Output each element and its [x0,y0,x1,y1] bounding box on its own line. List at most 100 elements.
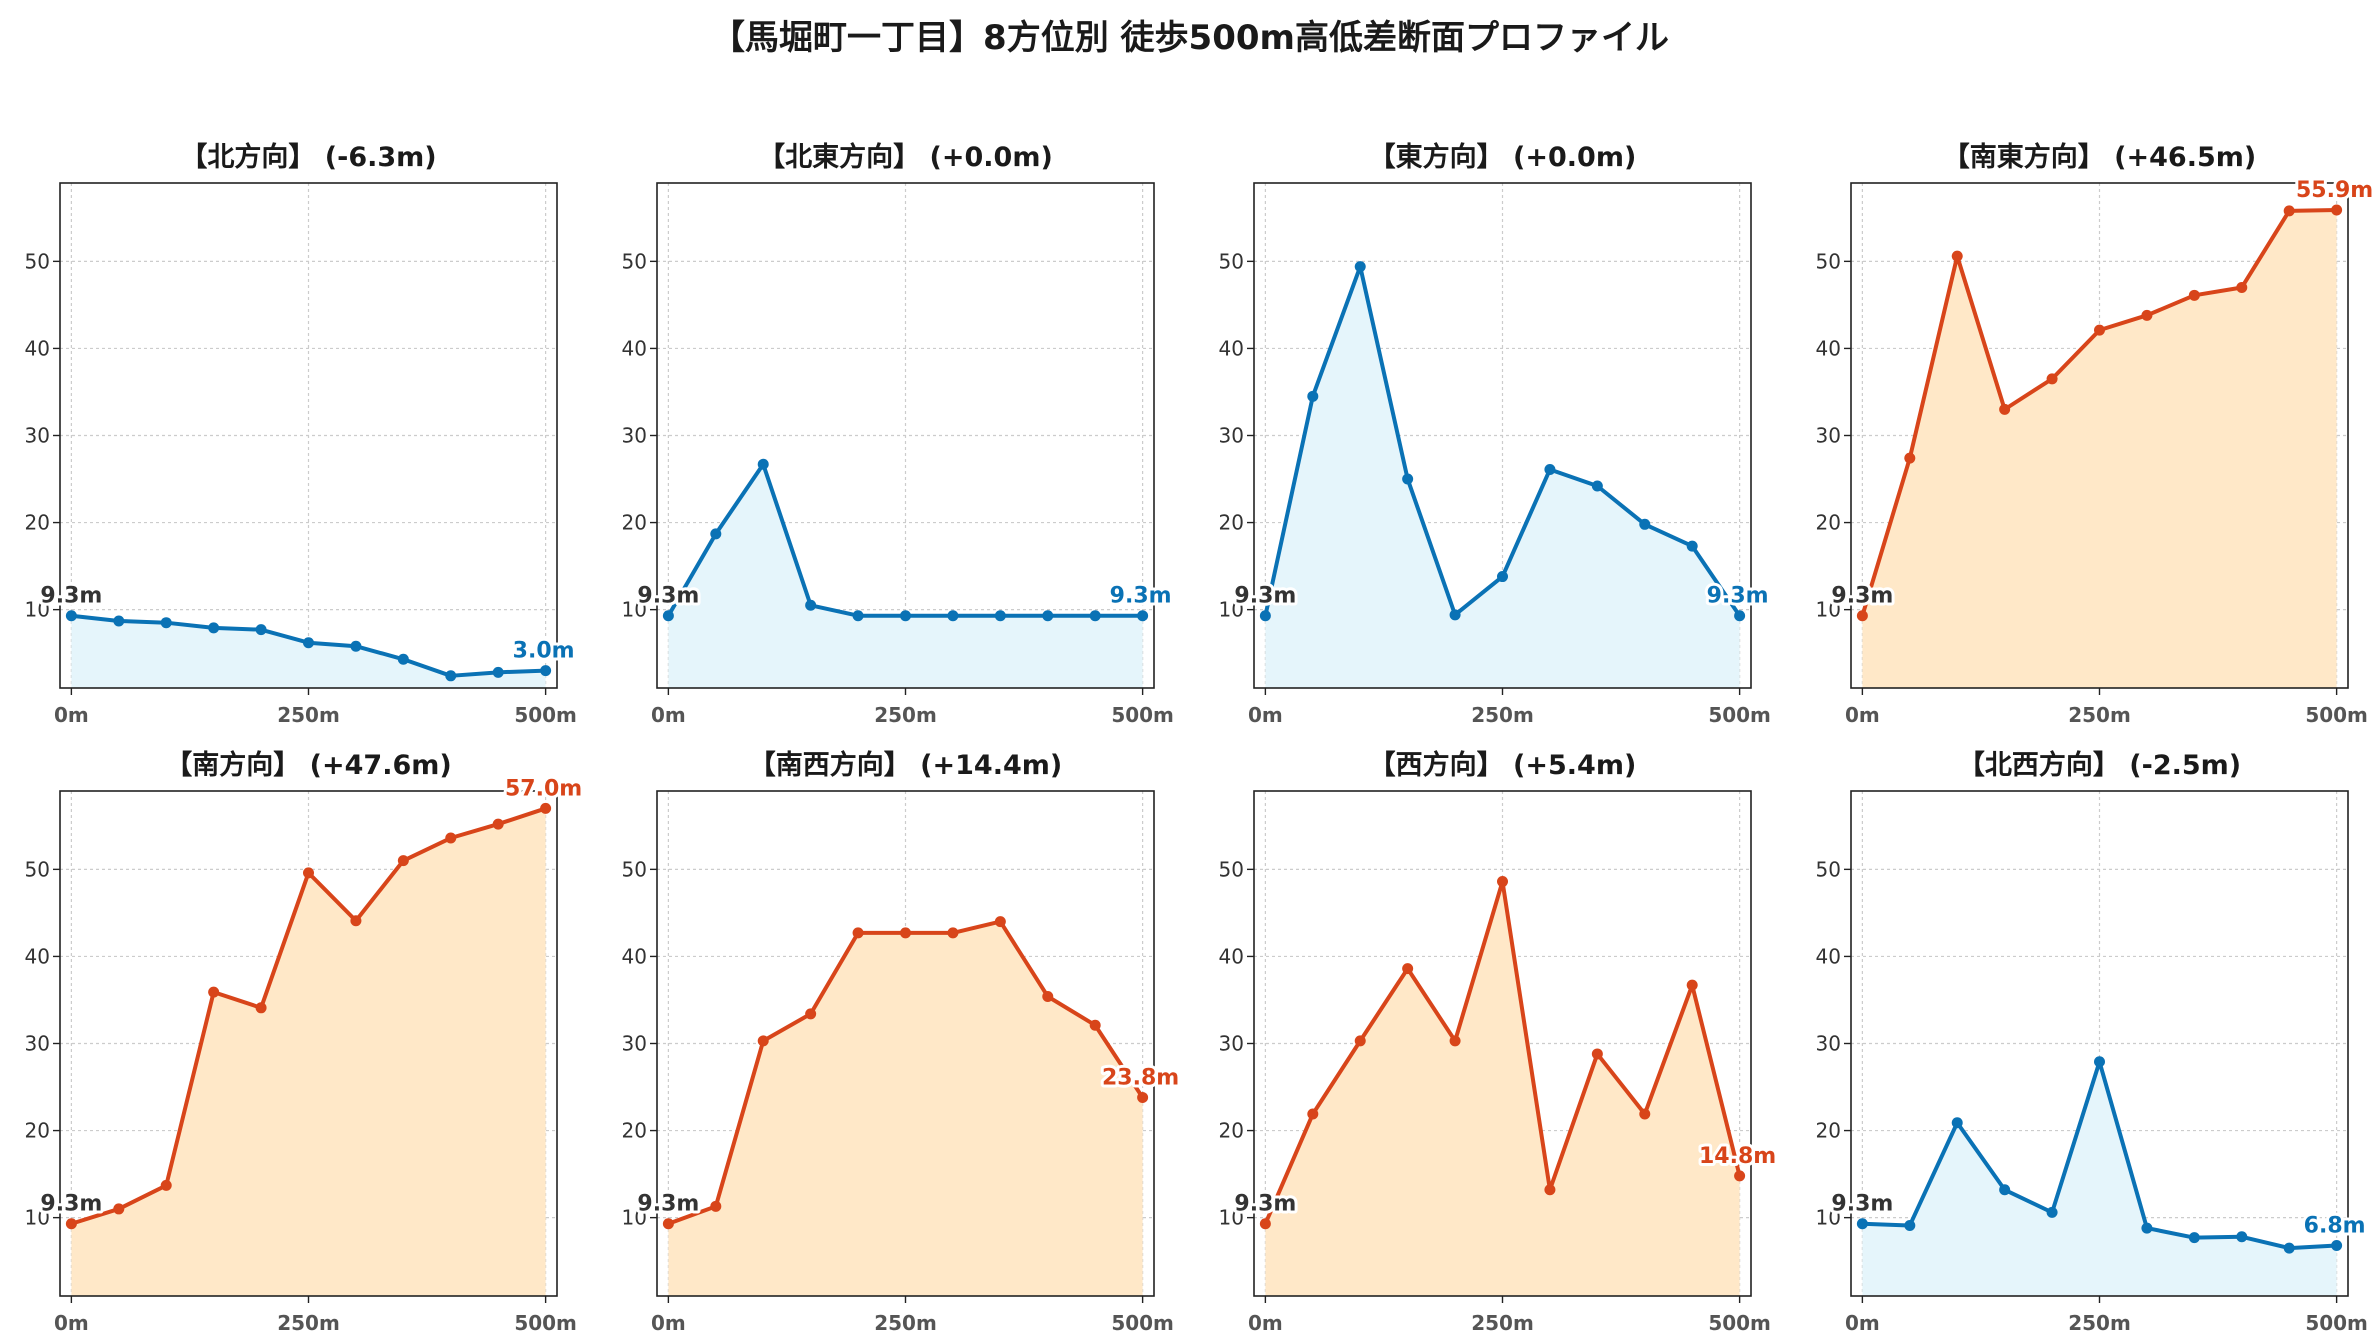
x-tick-label: 0m [651,1311,686,1335]
data-point [2094,324,2105,336]
data-point [1734,1170,1746,1182]
data-point [303,867,314,879]
y-tick-label: 10 [25,598,50,622]
data-point [1544,1184,1556,1196]
data-point [852,610,864,622]
start-label: 9.3m [1234,1192,1296,1217]
x-tick-label: 250m [874,1311,937,1335]
data-point [208,986,220,998]
data-point [1449,609,1461,621]
data-point [1904,452,1916,464]
data-point [1591,480,1603,492]
data-point [1307,1108,1319,1120]
area-fill [1862,209,2337,688]
y-tick-label: 30 [622,1032,647,1056]
x-tick-label: 0m [1248,703,1283,727]
data-point [805,599,817,611]
data-point [1307,390,1319,402]
data-point [1089,1019,1101,1031]
x-tick-label: 500m [1111,703,1174,727]
data-point [2283,205,2295,217]
y-tick-label: 40 [622,944,647,968]
data-point [113,1203,125,1215]
chart-title: 【西方向】 (+5.4m) [1369,749,1637,781]
end-label: 3.0m [513,639,575,664]
y-tick-label: 10 [1219,1206,1244,1230]
data-point [540,802,552,814]
y-tick-label: 50 [25,249,50,273]
y-tick-label: 40 [622,336,647,360]
y-tick-label: 10 [1816,1206,1841,1230]
start-label: 9.3m [40,1192,102,1217]
data-point [710,528,722,540]
start-label: 9.3m [1831,1192,1893,1217]
x-tick-label: 250m [277,703,340,727]
start-label: 9.3m [637,584,699,609]
data-point [900,610,911,622]
area-fill [1265,881,1740,1296]
x-tick-label: 500m [1708,703,1771,727]
y-tick-label: 40 [1219,944,1244,968]
end-label: 57.0m [505,776,582,801]
data-point [1639,518,1651,530]
y-tick-label: 50 [1816,857,1841,881]
data-point [1686,540,1698,552]
data-point [350,640,362,652]
data-point [2331,204,2343,216]
chart-title: 【東方向】 (+0.0m) [1369,141,1637,173]
area-fill [668,464,1143,688]
data-point [805,1008,817,1020]
y-tick-label: 10 [1219,598,1244,622]
data-point [2188,1232,2200,1244]
start-label: 9.3m [40,584,102,609]
data-point [540,665,552,677]
y-tick-label: 30 [25,424,50,448]
y-tick-label: 40 [1219,336,1244,360]
x-tick-label: 0m [1845,1311,1880,1335]
data-point [65,1218,77,1230]
start-label: 9.3m [637,1192,699,1217]
x-tick-label: 500m [1708,1311,1771,1335]
chart-title: 【南方向】 (+47.6m) [165,749,451,781]
data-point [1042,990,1054,1002]
data-point [1402,473,1414,485]
y-tick-label: 30 [1219,1032,1244,1056]
y-tick-label: 10 [622,598,647,622]
data-point [65,610,77,622]
data-point [2236,281,2248,293]
data-point [160,617,172,629]
y-tick-label: 20 [1219,511,1244,535]
area-fill [1862,1061,2337,1296]
x-tick-label: 250m [1471,703,1534,727]
x-tick-label: 0m [1248,1311,1283,1335]
y-tick-label: 20 [622,511,647,535]
data-point [397,855,409,867]
y-tick-label: 20 [1816,511,1841,535]
y-tick-label: 20 [622,1119,647,1143]
data-point [2094,1056,2105,1068]
y-tick-label: 40 [25,336,50,360]
data-point [1137,1091,1149,1103]
data-point [1259,610,1271,622]
y-tick-label: 20 [1816,1119,1841,1143]
x-tick-label: 500m [2305,703,2368,727]
data-point [1856,610,1868,622]
x-tick-label: 0m [54,1311,89,1335]
y-tick-label: 50 [1816,249,1841,273]
x-tick-label: 500m [514,1311,577,1335]
data-point [445,670,457,682]
end-label: 23.8m [1102,1065,1179,1090]
y-tick-label: 30 [622,424,647,448]
x-tick-label: 250m [1471,1311,1534,1335]
data-point [1354,1035,1366,1047]
y-tick-label: 40 [1816,336,1841,360]
data-point [2141,1222,2153,1234]
data-point [1042,610,1054,622]
